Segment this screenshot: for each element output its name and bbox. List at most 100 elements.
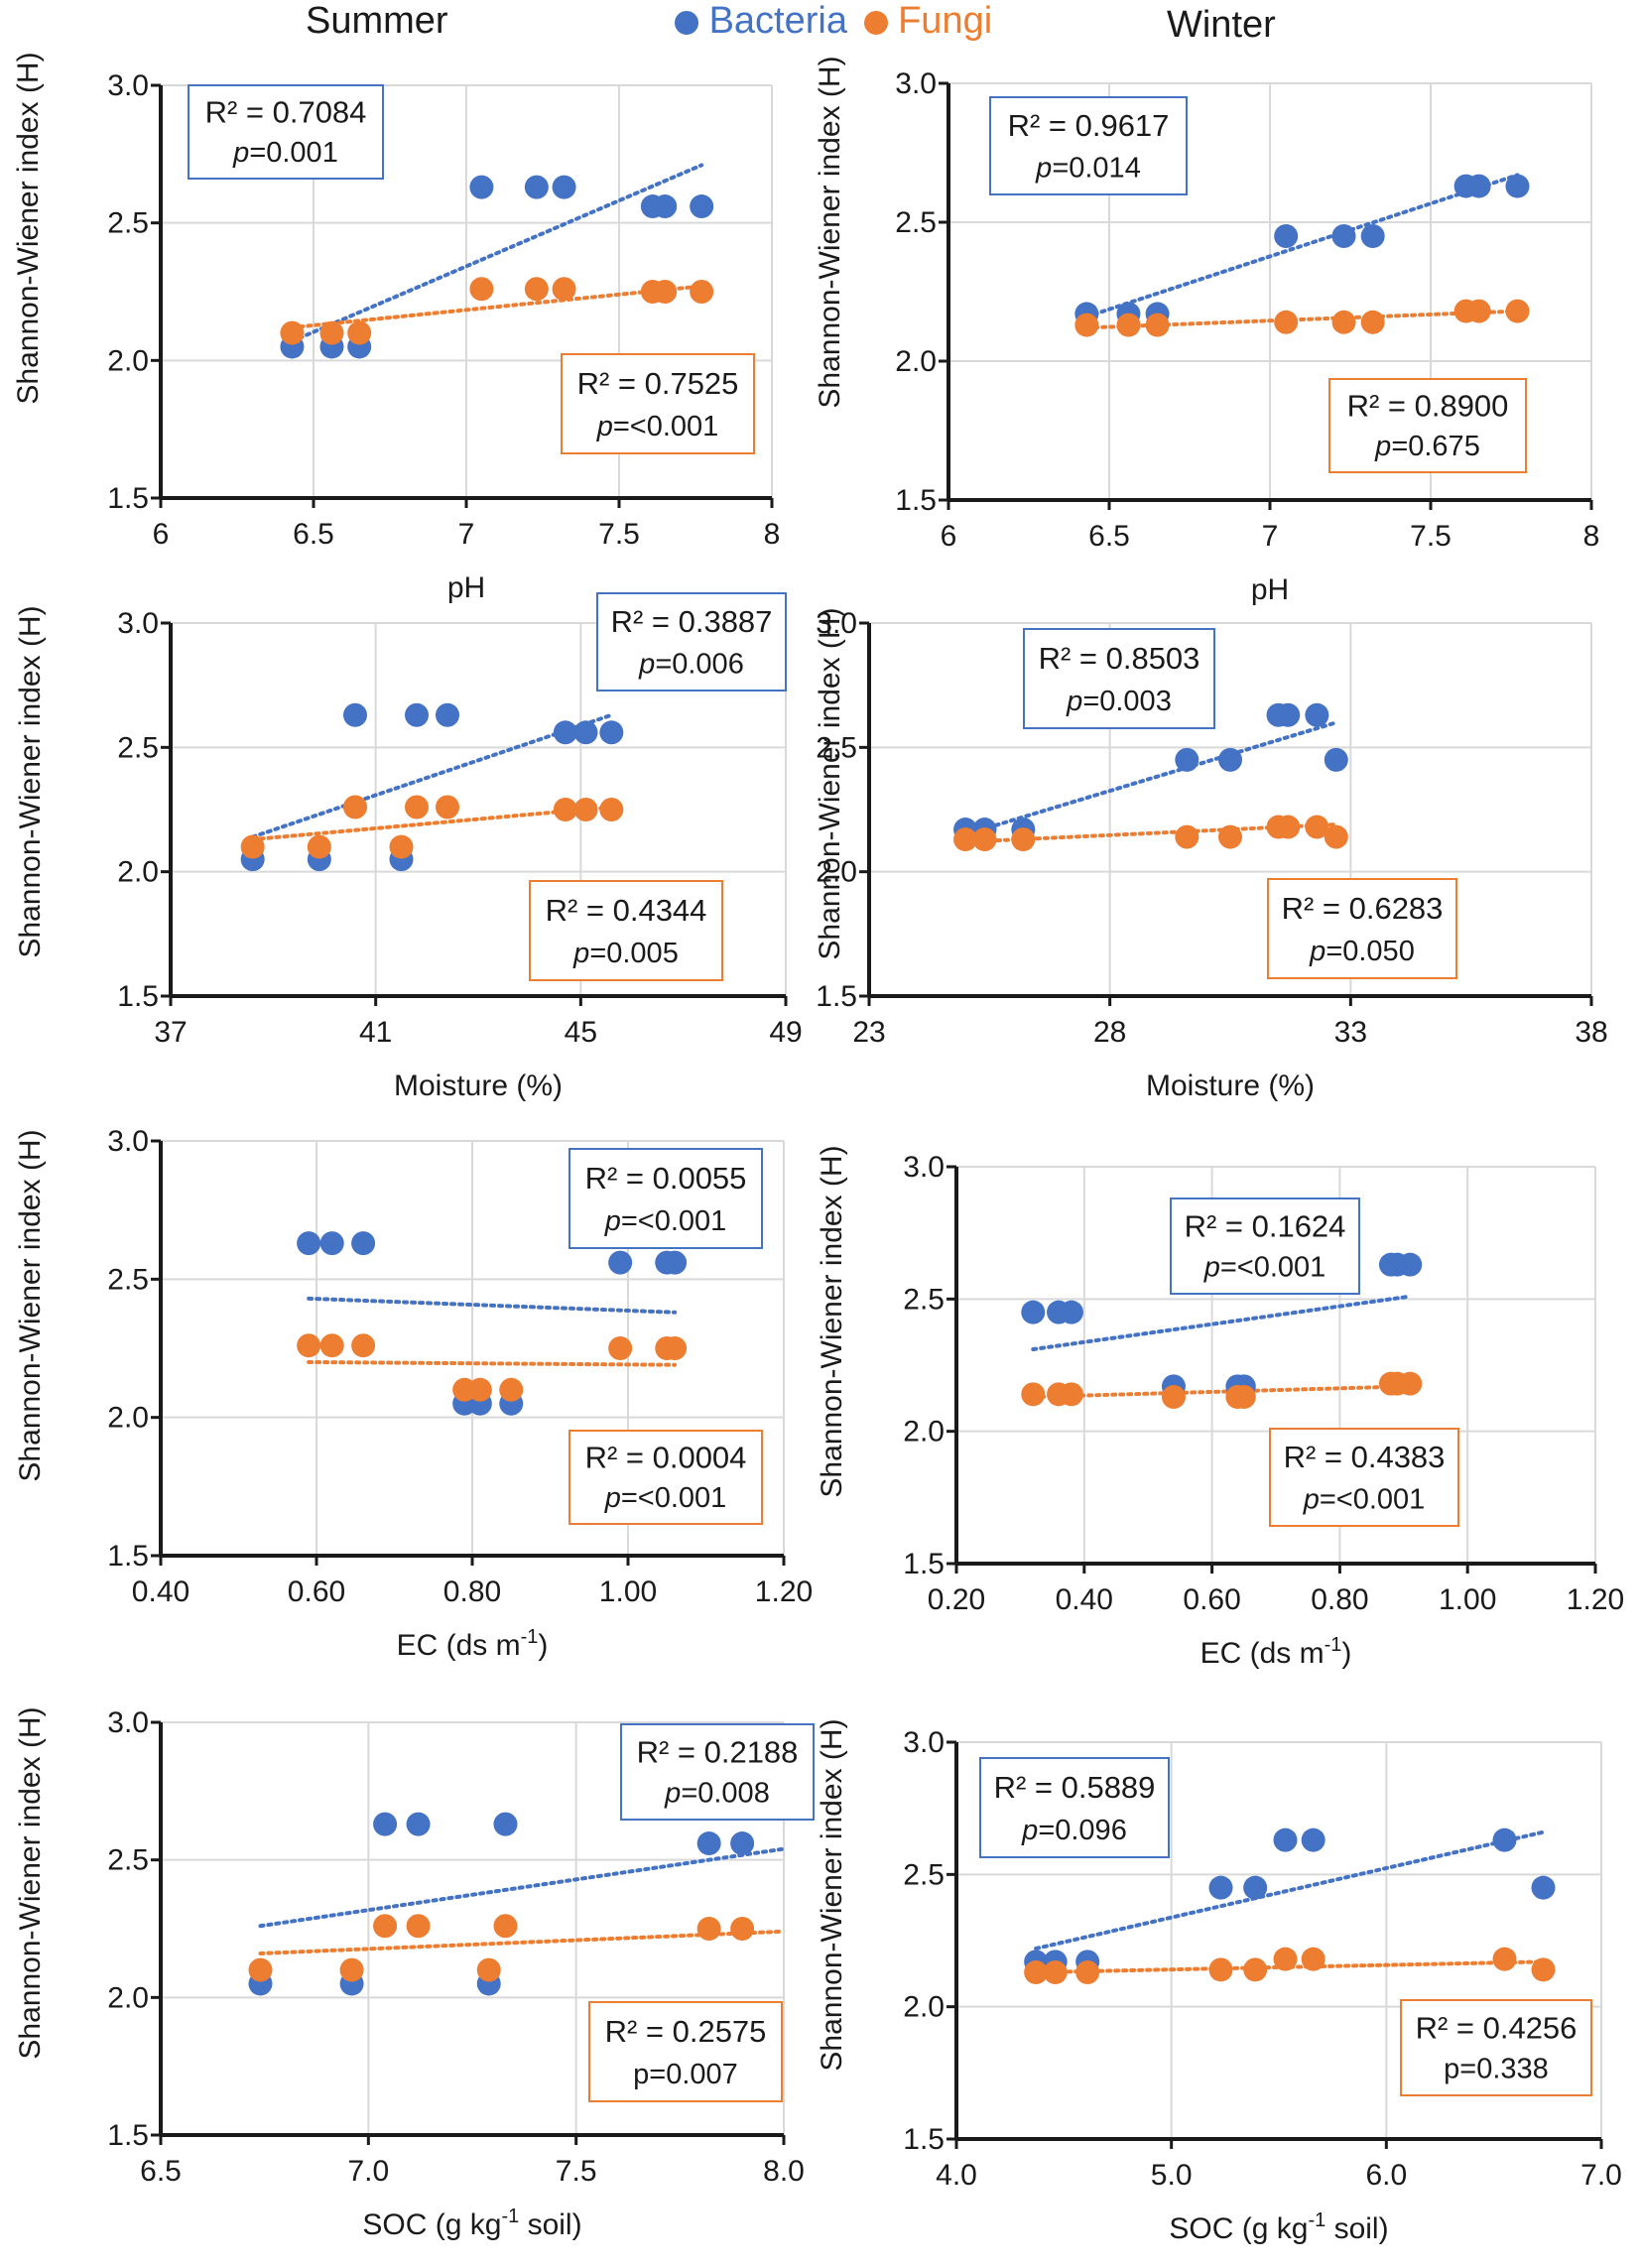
point-fungi (730, 1917, 755, 1941)
x-tick-label: 45 (565, 1016, 597, 1049)
y-tick-label: 3.0 (816, 607, 857, 640)
point-bacteria (319, 1231, 344, 1256)
x-tick-label: 6.5 (1088, 520, 1130, 553)
point-bacteria (469, 175, 494, 199)
summer-title: Summer (306, 0, 448, 42)
trendline-bacteria (250, 712, 614, 839)
y-tick-label: 1.5 (107, 2119, 149, 2152)
point-fungi (1059, 1382, 1083, 1407)
x-tick-label: 1.20 (755, 1575, 813, 1608)
winter-title: Winter (1167, 4, 1276, 46)
y-axis-label: Shannon-Wiener index (H) (14, 605, 47, 957)
x-tick-label: 23 (852, 1016, 885, 1049)
x-axis-label: Moisture (%) (1146, 1070, 1315, 1102)
point-bacteria (1492, 1827, 1517, 1852)
point-fungi (319, 1333, 344, 1358)
annotation-p: p=0.675 (1374, 431, 1480, 462)
x-tick-label: 6.0 (1365, 2159, 1407, 2192)
point-bacteria (1273, 1827, 1298, 1852)
x-tick-label: 7.5 (1410, 520, 1452, 553)
point-fungi (476, 1957, 501, 1982)
legend-bacteria-marker (675, 10, 698, 35)
annotation-box-bacteria (979, 1757, 1170, 1858)
point-fungi (1301, 1947, 1325, 1971)
y-tick-label: 2.5 (107, 1844, 149, 1877)
point-bacteria (1301, 1827, 1325, 1852)
x-tick-label: 0.80 (1311, 1583, 1368, 1616)
point-fungi (1324, 824, 1348, 849)
point-fungi (1466, 299, 1491, 323)
x-tick-label: 7.0 (1580, 2159, 1622, 2192)
annotation-box-fungi (561, 353, 755, 454)
annotation-box-bacteria (568, 1148, 763, 1249)
point-fungi (663, 1336, 688, 1360)
y-axis-label: Shannon-Wiener index (H) (816, 1718, 848, 2071)
x-tick-label: 33 (1334, 1016, 1367, 1049)
trendline-fungi (290, 284, 704, 330)
point-bacteria (405, 702, 429, 727)
point-bacteria (1059, 1300, 1083, 1324)
trendline-bacteria (1034, 1829, 1546, 1951)
y-tick-label: 3.0 (107, 1706, 149, 1739)
point-fungi (307, 834, 331, 859)
point-bacteria (1324, 747, 1348, 772)
trendline-fungi (250, 805, 614, 842)
panel-winter-soc: 1.5 2.0 2.5 3.0 4.0 5.0 6.0 7.0 SOC (g kg-1 soil… (816, 1718, 1622, 2245)
y-tick-label: 1.5 (895, 484, 937, 517)
annotation-r2: R² = 0.5889 (994, 1770, 1156, 1805)
point-fungi (1116, 313, 1141, 337)
y-tick-label: 1.5 (107, 1540, 149, 1573)
point-bacteria (690, 194, 714, 219)
x-tick-label: 6.5 (140, 2155, 182, 2188)
x-tick-label: 7.5 (598, 518, 640, 551)
x-tick-label: 1.00 (599, 1575, 657, 1608)
point-fungi (389, 834, 414, 859)
annotation-box-bacteria (596, 592, 787, 692)
point-fungi (953, 827, 978, 852)
y-tick-label: 3.0 (107, 69, 149, 102)
panel-winter-moisture: 1.5 2.0 2.5 3.0 23 28 33 38 Moisture (%) Shannon-… (814, 607, 1608, 1102)
y-tick-label: 3.0 (903, 1151, 945, 1184)
legend-fungi-label: Fungi (898, 0, 993, 42)
point-fungi (1274, 310, 1299, 334)
annotation-p: p=<0.001 (604, 1482, 727, 1514)
x-axis-label: SOC (g kg-1 soil) (1169, 2209, 1388, 2245)
point-fungi (608, 1336, 633, 1360)
y-tick-label: 2.5 (816, 731, 857, 764)
x-tick-label: 6 (153, 518, 170, 551)
annotation-r2: R² = 0.7084 (205, 95, 367, 130)
point-bacteria (406, 1812, 431, 1836)
point-bacteria (553, 720, 577, 745)
y-tick-label: 2.0 (903, 1991, 945, 2024)
y-tick-label: 3.0 (117, 607, 159, 640)
x-tick-label: 6 (941, 520, 957, 553)
x-axis-label: pH (1251, 573, 1289, 606)
y-tick-label: 3.0 (895, 67, 937, 100)
point-fungi (1021, 1382, 1046, 1407)
annotation-box-fungi (1269, 1428, 1459, 1527)
point-bacteria (1175, 747, 1199, 772)
annotation-p: p=<0.001 (1303, 1483, 1426, 1515)
point-bacteria (1274, 224, 1299, 248)
point-fungi (1208, 1957, 1233, 1982)
point-fungi (1505, 299, 1530, 323)
annotation-box-bacteria (620, 1723, 815, 1821)
x-tick-label: 6.5 (293, 518, 334, 551)
annotation-box-bacteria (1023, 628, 1215, 729)
point-bacteria (1331, 224, 1356, 248)
trendline-bacteria (307, 1296, 678, 1315)
panel-summer-soc: 1.5 2.0 2.5 3.0 6.5 7.0 7.5 8.0 SOC (g kg-1 soil… (14, 1706, 815, 2241)
point-fungi (1273, 1947, 1298, 1971)
trendline-bacteria (1084, 173, 1520, 319)
point-bacteria (573, 720, 598, 745)
annotation-p: p=0.008 (664, 1778, 770, 1810)
y-tick-label: 3.0 (903, 1726, 945, 1759)
x-axis-label: EC (ds m-1) (397, 1626, 549, 1662)
panel-winter-ec: 1.5 2.0 2.5 3.0 0.20 0.40 0.60 0.80 1.00 1.20 EC (… (816, 1145, 1624, 1670)
point-bacteria (1208, 1875, 1233, 1900)
point-fungi (1398, 1371, 1423, 1396)
point-fungi (280, 320, 305, 345)
y-tick-label: 1.5 (903, 2123, 945, 2156)
point-bacteria (696, 1831, 721, 1856)
